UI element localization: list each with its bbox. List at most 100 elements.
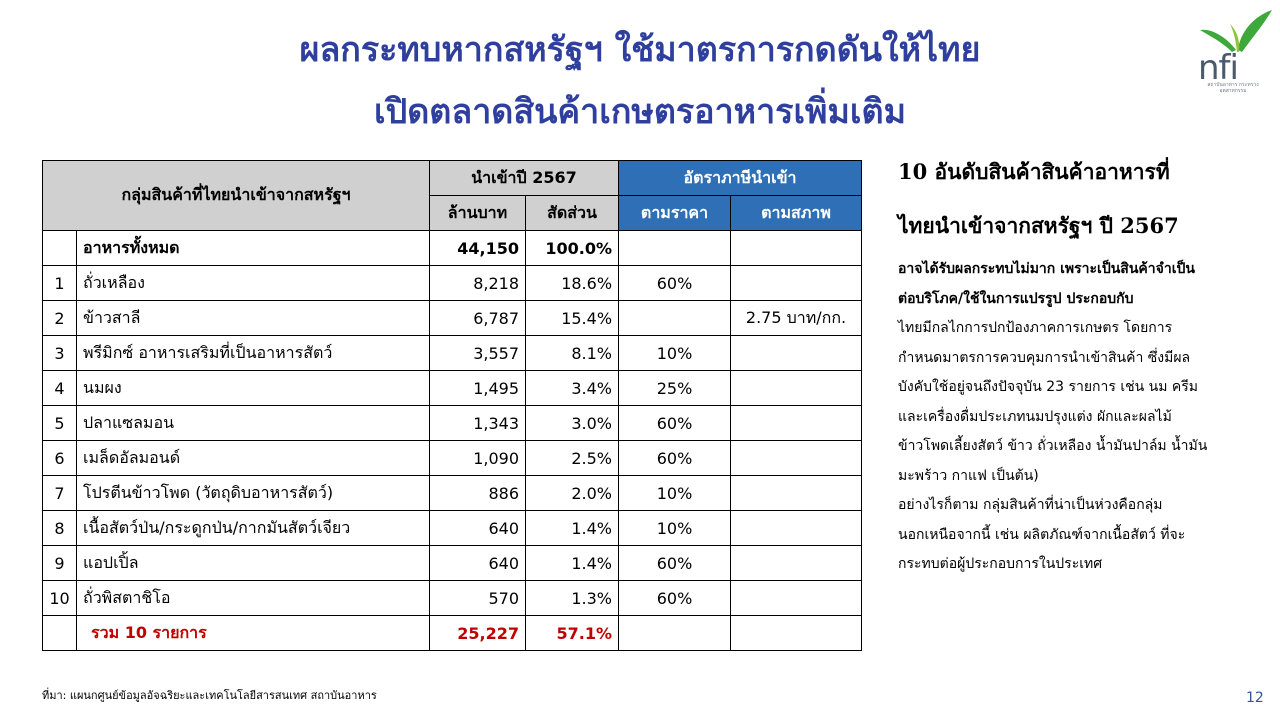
row-no: 8 — [42, 510, 77, 546]
row-name: ถั่วเหลือง — [76, 265, 430, 301]
row-share: 3.4% — [524, 370, 620, 406]
table-row: 7 โปรตีนข้าวโพด (วัตถุดิบอาหารสัตว์) 886… — [42, 475, 863, 511]
row-share: 1.4% — [524, 510, 620, 546]
table-row: 9 แอปเปิ้ล 640 1.4% 60% — [42, 545, 863, 581]
total-all-share: 100.0% — [524, 230, 620, 266]
header-share: สัดส่วน — [524, 195, 620, 231]
total-all-label: อาหารทั้งหมด — [76, 230, 430, 266]
header-specific: ตามสภาพ — [730, 195, 863, 231]
row-ad-valorem: 10% — [618, 335, 732, 371]
side-body-line: ต่อบริโภค/ใช้ในการแปรรูป ประกอบกับ — [898, 290, 1134, 307]
row-share: 2.0% — [524, 475, 620, 511]
import-table: กลุ่มสินค้าที่ไทยนำเข้าจากสหรัฐฯ นำเข้าป… — [42, 160, 863, 651]
row-name: ถั่วพิสตาชิโอ — [76, 580, 430, 616]
row-no: 5 — [42, 405, 77, 441]
row-specific — [730, 440, 863, 476]
table-row: 10 ถั่วพิสตาชิโอ 570 1.3% 60% — [42, 580, 863, 616]
table-row-total-top10: รวม 10 รายการ 25,227 57.1% — [42, 615, 863, 651]
source-note: ที่มา: แผนกศูนย์ข้อมูลอัจฉริยะและเทคโนโล… — [42, 689, 377, 702]
row-no: 1 — [42, 265, 77, 301]
row-specific — [730, 475, 863, 511]
row-name: พรีมิกซ์ อาหารเสริมที่เป็นอาหารสัตว์ — [76, 335, 430, 371]
row-no: 4 — [42, 370, 77, 406]
header-ad-valorem: ตามราคา — [618, 195, 732, 231]
table-row: 2 ข้าวสาลี 6,787 15.4% 2.75 บาท/กก. — [42, 300, 863, 336]
row-share: 15.4% — [524, 300, 620, 336]
side-body-line: นอกเหนือจากนี้ เช่น ผลิตภัณฑ์จากเนื้อสัต… — [898, 526, 1186, 543]
row-value: 640 — [429, 545, 526, 581]
side-body-line: บังคับใช้อยู่จนถึงปัจจุบัน 23 รายการ เช่… — [898, 379, 1199, 395]
side-body-line: กำหนดมาตรการควบคุมการนำเข้าสินค้า ซึ่งมี… — [898, 349, 1191, 366]
side-body-line: อย่างไรก็ตาม กลุ่มสินค้าที่น่าเป็นห่วงคื… — [898, 497, 1163, 513]
row-specific — [730, 335, 863, 371]
header-tariff: อัตราภาษีนำเข้า — [618, 160, 863, 196]
table-cell — [618, 615, 732, 651]
row-value: 1,495 — [429, 370, 526, 406]
row-specific — [730, 405, 863, 441]
page-title-line-2: เปิดตลาดสินค้าเกษตรอาหารเพิ่มเติม — [374, 92, 906, 132]
row-no: 3 — [42, 335, 77, 371]
row-name: นมผง — [76, 370, 430, 406]
row-share: 2.5% — [524, 440, 620, 476]
logo-subtitle: สถาบันอาหาร กระทรวงอุตสาหกรรม — [1207, 82, 1259, 94]
table-row: 4 นมผง 1,495 3.4% 25% — [42, 370, 863, 406]
row-share: 8.1% — [524, 335, 620, 371]
side-body-line: อาจได้รับผลกระทบไม่มาก เพราะเป็นสินค้าจำ… — [898, 261, 1195, 277]
side-title-line-1: 10 อันดับสินค้าสินค้าอาหารที่ — [898, 159, 1170, 184]
table-row-total-all: อาหารทั้งหมด 44,150 100.0% — [42, 230, 863, 266]
total-top10-label: รวม 10 รายการ — [76, 615, 430, 651]
row-value: 1,343 — [429, 405, 526, 441]
side-body: อาจได้รับผลกระทบไม่มาก เพราะเป็นสินค้าจำ… — [898, 255, 1268, 580]
side-body-line: และเครื่องดื่มประเภทนมปรุงแต่ง ผักและผลไ… — [898, 408, 1172, 425]
side-title-line-2: ไทยนำเข้าจากสหรัฐฯ ปี 2567 — [898, 213, 1179, 238]
row-specific — [730, 370, 863, 406]
side-body-line: ข้าวโพดเลี้ยงสัตว์ ข้าว ถั่วเหลือง น้ำมั… — [898, 438, 1208, 454]
total-top10-value: 25,227 — [429, 615, 526, 651]
page-title-line-1: ผลกระทบหากสหรัฐฯ ใช้มาตรการกดดันให้ไทย — [299, 30, 981, 70]
total-top10-share: 57.1% — [524, 615, 620, 651]
row-ad-valorem: 25% — [618, 370, 732, 406]
row-no: 9 — [42, 545, 77, 581]
row-value: 6,787 — [429, 300, 526, 336]
header-import-year: นำเข้าปี 2567 — [428, 160, 620, 196]
table-row: 5 ปลาแซลมอน 1,343 3.0% 60% — [42, 405, 863, 441]
table-cell — [42, 230, 77, 266]
nfi-logo-icon — [1200, 10, 1272, 52]
row-name: แอปเปิ้ล — [76, 545, 430, 581]
row-name: โปรตีนข้าวโพด (วัตถุดิบอาหารสัตว์) — [76, 475, 430, 511]
page-number: 12 — [1246, 690, 1264, 706]
table-cell — [730, 230, 863, 266]
row-share: 1.4% — [524, 545, 620, 581]
row-specific: 2.75 บาท/กก. — [730, 300, 863, 336]
row-specific — [730, 510, 863, 546]
table-cell — [42, 615, 77, 651]
row-specific — [730, 265, 863, 301]
table-cell — [618, 230, 732, 266]
row-value: 640 — [429, 510, 526, 546]
row-no: 2 — [42, 300, 77, 336]
row-share: 3.0% — [524, 405, 620, 441]
total-all-value: 44,150 — [429, 230, 526, 266]
row-ad-valorem: 60% — [618, 440, 732, 476]
row-value: 886 — [429, 475, 526, 511]
row-name: ข้าวสาลี — [76, 300, 430, 336]
side-body-line: ไทยมีกลไกการปกป้องภาคการเกษตร โดยการ — [898, 320, 1173, 336]
side-body-line: กระทบต่อผู้ประกอบการในประเทศ — [898, 556, 1103, 572]
row-ad-valorem: 10% — [618, 475, 732, 511]
row-ad-valorem: 60% — [618, 265, 732, 301]
logo-text: nfi — [1198, 48, 1239, 88]
row-no: 10 — [42, 580, 77, 616]
row-name: เมล็ดอัลมอนด์ — [76, 440, 430, 476]
table-row: 8 เนื้อสัตว์ป่น/กระดูกป่น/กากมันสัตว์เจี… — [42, 510, 863, 546]
row-ad-valorem: 60% — [618, 545, 732, 581]
row-ad-valorem: 10% — [618, 510, 732, 546]
row-no: 7 — [42, 475, 77, 511]
row-specific — [730, 580, 863, 616]
header-group: กลุ่มสินค้าที่ไทยนำเข้าจากสหรัฐฯ — [42, 160, 430, 231]
row-name: เนื้อสัตว์ป่น/กระดูกป่น/กากมันสัตว์เจียว — [76, 510, 430, 546]
row-no: 6 — [42, 440, 77, 476]
table-row: 6 เมล็ดอัลมอนด์ 1,090 2.5% 60% — [42, 440, 863, 476]
table-cell — [730, 615, 863, 651]
table-row: 1 ถั่วเหลือง 8,218 18.6% 60% — [42, 265, 863, 301]
row-share: 18.6% — [524, 265, 620, 301]
